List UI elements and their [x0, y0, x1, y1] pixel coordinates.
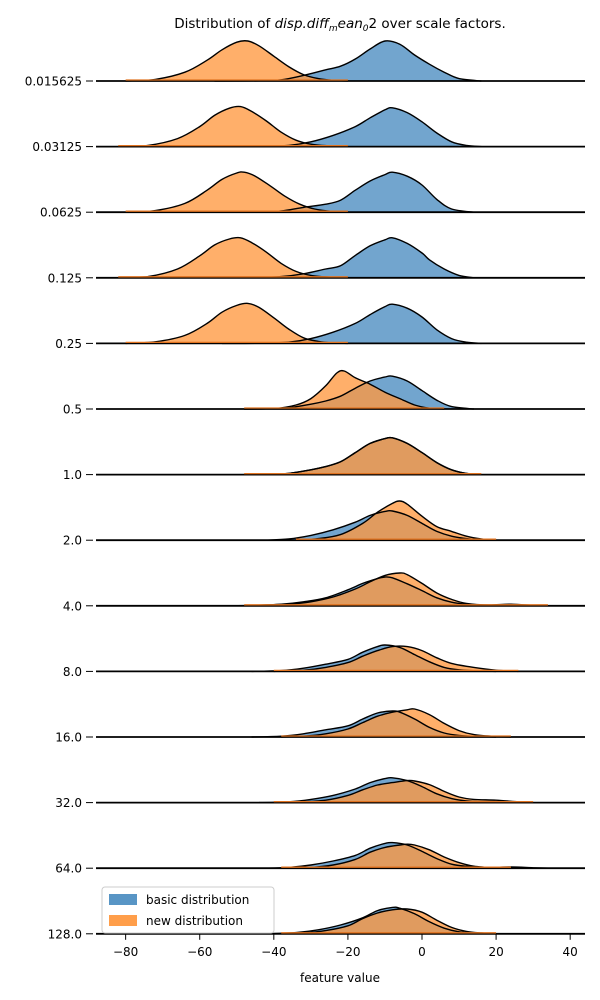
basic-outline-2.0: [266, 509, 482, 541]
legend-swatch-1: [109, 915, 137, 926]
row-label-16.0: 16.0: [55, 731, 82, 745]
basic-outline-128.0: [266, 906, 497, 935]
x-tick-label-0: 0: [418, 945, 426, 959]
basic-outline-0.0625: [221, 171, 474, 213]
basic-outline-4.0: [214, 576, 511, 607]
row-label-0.03125: 0.03125: [32, 140, 82, 154]
ridge-row-16.0: 16.0: [55, 708, 585, 745]
legend-entry-1: new distribution: [146, 914, 243, 928]
new-outline-8.0: [273, 645, 519, 673]
basic-outline-0.5: [244, 375, 474, 410]
row-label-64.0: 64.0: [55, 862, 82, 876]
new-outline-0.0625: [125, 171, 348, 213]
legend-entry-0: basic distribution: [146, 893, 249, 907]
new-outline-32.0: [273, 779, 534, 804]
row-label-1.0: 1.0: [63, 468, 82, 482]
legend-swatch-0: [109, 894, 137, 905]
x-tick-label--40: −40: [261, 945, 286, 959]
new-area-4.0: [244, 572, 548, 606]
new-outline-64.0: [281, 843, 511, 869]
new-outline-128.0: [281, 908, 497, 935]
chart-title-rest: 2 over scale factors.: [369, 16, 506, 32]
new-area-0.25: [125, 303, 348, 344]
new-area-0.015625: [125, 40, 348, 81]
x-tick-label--60: −60: [187, 945, 212, 959]
row-label-0.0625: 0.0625: [40, 206, 82, 220]
row-label-8.0: 8.0: [63, 665, 82, 679]
new-outline-1.0: [244, 436, 482, 476]
basic-area-0.0625: [222, 172, 474, 213]
x-tick-label--20: −20: [335, 945, 360, 959]
new-area-64.0: [281, 844, 511, 869]
row-label-0.5: 0.5: [63, 403, 82, 417]
basic-outline-0.03125: [221, 106, 482, 148]
basic-area-0.03125: [222, 107, 482, 147]
ridge-row-2.0: 2.0: [63, 500, 585, 548]
chart-title-sub2: 0: [363, 24, 369, 34]
new-area-0.125: [118, 237, 348, 278]
basic-outline-8.0: [251, 644, 497, 673]
x-axis-label: feature value: [300, 971, 380, 985]
legend: basic distribution new distribution: [101, 886, 275, 934]
new-outline-0.5: [244, 369, 445, 410]
row-label-4.0: 4.0: [63, 599, 82, 613]
row-label-32.0: 32.0: [55, 796, 82, 810]
ridge-row-32.0: 32.0: [55, 776, 585, 810]
x-tick-label-20: 20: [488, 945, 503, 959]
row-label-0.125: 0.125: [48, 271, 82, 285]
row-label-0.25: 0.25: [55, 337, 82, 351]
ridge-row-128.0: 128.0: [48, 906, 585, 941]
chart-title-math2: ean: [338, 16, 363, 32]
row-label-2.0: 2.0: [63, 534, 82, 548]
ridge-row-0.25: 0.25: [55, 302, 585, 351]
new-outline-0.03125: [118, 105, 348, 148]
ridge-row-4.0: 4.0: [63, 572, 585, 613]
chart-title-sub: m: [329, 24, 338, 34]
ridge-row-8.0: 8.0: [63, 644, 585, 679]
ridge-row-0.0625: 0.0625: [40, 171, 585, 220]
x-tick-label-40: 40: [563, 945, 578, 959]
basic-outline-32.0: [258, 776, 504, 804]
new-area-16.0: [281, 708, 511, 737]
new-outline-0.125: [118, 236, 348, 279]
x-tick-label--80: −80: [113, 945, 138, 959]
ridges-group: 0.015625 0.03125 0.0625 0.125 0.25 0.5 1.0 2.0 4…: [25, 40, 585, 941]
basic-outline-0.125: [221, 236, 475, 279]
basic-outline-0.015625: [214, 40, 482, 82]
row-label-128.0: 128.0: [48, 927, 82, 941]
ridge-row-0.03125: 0.03125: [32, 105, 585, 154]
ridge-row-64.0: 64.0: [55, 841, 585, 876]
new-outline-16.0: [281, 708, 511, 738]
chart-title: Distribution of disp.diffmean02 over sca…: [174, 16, 506, 34]
new-area-1.0: [244, 437, 482, 475]
new-outline-0.25: [125, 302, 348, 345]
basic-outline-0.25: [221, 303, 482, 345]
basic-area-0.125: [222, 237, 474, 278]
basic-area-0.015625: [214, 40, 482, 81]
new-outline-0.015625: [125, 40, 348, 82]
ridge-row-0.125: 0.125: [48, 236, 585, 285]
ridge-row-0.015625: 0.015625: [25, 40, 585, 89]
new-area-0.5: [244, 370, 445, 409]
new-outline-2.0: [295, 500, 497, 541]
chart-title-prefix: Distribution of: [174, 16, 274, 32]
ridge-row-1.0: 1.0: [63, 436, 585, 482]
chart-title-math: disp.diff: [275, 16, 331, 32]
ridge-row-0.5: 0.5: [63, 369, 585, 417]
legend-box: [101, 886, 275, 934]
new-area-0.03125: [118, 106, 348, 147]
basic-outline-16.0: [251, 710, 497, 738]
new-area-0.0625: [125, 171, 348, 213]
x-axis: −80 −60 −40 −20 0 20 40: [113, 933, 578, 959]
new-area-32.0: [273, 780, 534, 803]
row-label-0.015625: 0.015625: [25, 75, 82, 89]
